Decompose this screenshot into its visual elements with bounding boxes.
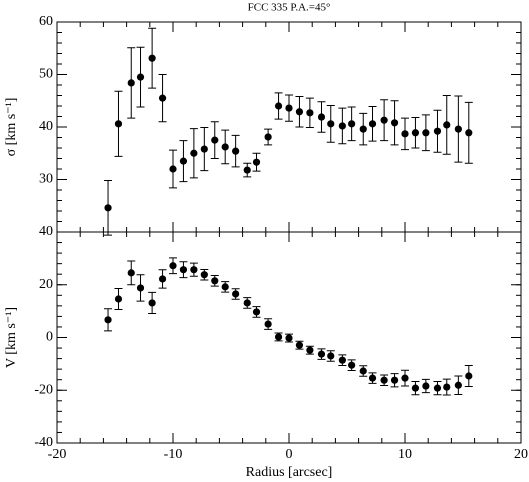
data-point xyxy=(127,269,135,277)
data-point xyxy=(274,102,283,110)
data-point xyxy=(243,299,251,307)
data-point xyxy=(190,149,198,157)
data-point xyxy=(148,54,156,62)
y-tick-label: 0 xyxy=(46,330,53,345)
data-point xyxy=(465,372,473,380)
y-tick-label: -40 xyxy=(34,435,53,450)
data-point xyxy=(200,145,208,153)
data-point xyxy=(158,275,167,283)
y-axis-label: σ [km s⁻¹] xyxy=(4,98,19,157)
data-point xyxy=(327,352,335,360)
data-point xyxy=(221,283,229,291)
data-point xyxy=(285,104,293,112)
y-tick-label: 60 xyxy=(39,14,53,29)
data-point xyxy=(465,129,473,137)
data-point xyxy=(348,361,356,369)
data-point xyxy=(454,381,462,389)
data-point xyxy=(433,384,442,392)
data-point xyxy=(179,157,188,165)
data-point xyxy=(433,127,442,135)
data-point xyxy=(104,316,112,324)
data-point xyxy=(274,333,283,341)
data-point xyxy=(411,384,420,392)
data-point xyxy=(368,374,377,382)
data-point xyxy=(327,120,335,128)
x-tick-label: -10 xyxy=(164,447,183,462)
data-point xyxy=(221,143,229,151)
data-point xyxy=(306,109,314,117)
data-point xyxy=(411,129,420,137)
data-point xyxy=(295,108,304,116)
chart-title: FCC 335 P.A.=45° xyxy=(248,2,331,14)
y-tick-label: 30 xyxy=(39,172,53,187)
data-point xyxy=(232,147,240,155)
data-point xyxy=(114,295,123,303)
data-point xyxy=(338,356,346,364)
data-point xyxy=(359,125,367,133)
data-point xyxy=(390,376,399,384)
data-point xyxy=(148,299,156,307)
data-point xyxy=(243,166,251,174)
x-tick-label: 20 xyxy=(514,447,528,462)
y-tick-label: 50 xyxy=(39,67,53,82)
data-point xyxy=(190,266,198,274)
data-point xyxy=(169,165,177,173)
data-point xyxy=(211,277,219,285)
data-point xyxy=(443,383,451,391)
y-tick-label: -20 xyxy=(34,382,53,397)
data-point xyxy=(136,73,145,81)
data-point xyxy=(422,382,430,390)
data-point xyxy=(252,308,261,316)
y-tick-label: 20 xyxy=(39,277,53,292)
data-point xyxy=(211,136,219,144)
data-point xyxy=(359,367,367,375)
data-point xyxy=(104,204,112,212)
x-tick-label: 0 xyxy=(286,447,293,462)
data-point xyxy=(443,121,451,129)
data-point xyxy=(317,350,326,358)
data-point xyxy=(390,119,399,127)
data-point xyxy=(306,346,314,354)
data-point xyxy=(317,113,326,121)
data-point xyxy=(169,262,177,270)
x-tick-label: -20 xyxy=(48,447,67,462)
x-tick-label: 10 xyxy=(398,447,412,462)
data-point xyxy=(114,120,123,128)
data-point xyxy=(338,122,346,130)
data-point xyxy=(264,320,272,328)
data-point xyxy=(295,341,304,349)
data-point xyxy=(348,120,356,128)
x-axis-label: Radius [arcsec] xyxy=(246,465,333,480)
data-point xyxy=(380,376,388,384)
data-point xyxy=(252,158,261,166)
data-point xyxy=(368,120,377,128)
data-point xyxy=(179,266,188,274)
data-point xyxy=(158,94,167,102)
data-point xyxy=(264,133,272,141)
data-point xyxy=(422,129,430,137)
plot-frame xyxy=(56,21,522,233)
data-point xyxy=(200,271,208,279)
data-point xyxy=(380,116,388,124)
data-point xyxy=(136,284,145,292)
data-point xyxy=(285,334,293,342)
data-point xyxy=(232,290,240,298)
data-point xyxy=(401,130,409,138)
data-point xyxy=(454,125,462,133)
data-point xyxy=(127,79,135,87)
data-point xyxy=(401,374,409,382)
y-tick-label: 40 xyxy=(39,224,53,239)
y-tick-label: 40 xyxy=(39,119,53,134)
y-axis-label: V [km s⁻¹] xyxy=(4,307,19,368)
